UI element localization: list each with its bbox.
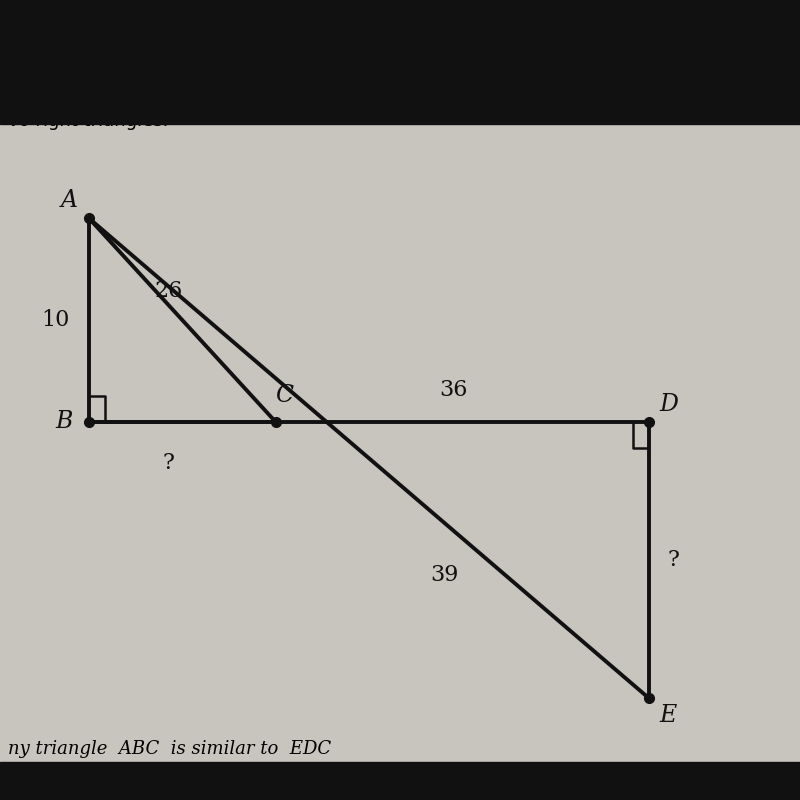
Text: E: E: [660, 704, 677, 727]
Text: vo right triangles.: vo right triangles.: [8, 111, 168, 130]
Text: 26: 26: [154, 280, 183, 302]
Text: C: C: [275, 384, 294, 407]
Text: 39: 39: [430, 563, 458, 586]
Text: B: B: [55, 410, 73, 434]
Text: ?: ?: [668, 549, 680, 571]
Text: ny triangle  ABC  is similar to  EDC: ny triangle ABC is similar to EDC: [8, 741, 331, 758]
Text: ?: ?: [163, 451, 175, 474]
Text: 10: 10: [41, 309, 70, 331]
Text: D: D: [659, 393, 678, 416]
Text: A: A: [61, 190, 78, 212]
Text: 36: 36: [439, 379, 467, 401]
